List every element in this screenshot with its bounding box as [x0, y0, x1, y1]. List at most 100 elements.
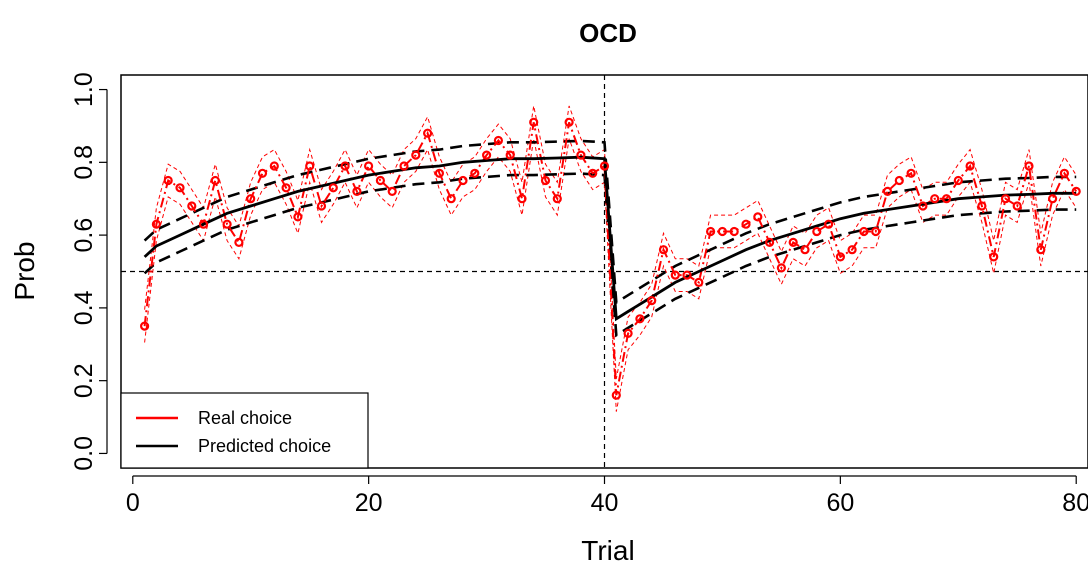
- real-choice-point: [871, 226, 881, 237]
- real-choice-point: [198, 219, 209, 229]
- y-tick-label: 1.0: [70, 72, 98, 107]
- real-choice-point: [187, 201, 197, 211]
- real-choice-point: [989, 252, 999, 262]
- real-choice-point: [482, 150, 492, 160]
- real-choice-point: [611, 390, 621, 400]
- real-choice-point: [257, 168, 268, 178]
- real-choice-point: [588, 168, 598, 178]
- real-choice-point: [882, 186, 893, 196]
- real-choice-point: [788, 237, 798, 247]
- real-choice-point: [776, 263, 787, 273]
- real-choice-point: [859, 226, 869, 237]
- real-choice-point: [1024, 161, 1034, 171]
- real-choice-point: [564, 117, 574, 127]
- real-choice-point: [658, 245, 669, 255]
- reference-lines: [121, 75, 1088, 468]
- real-choice-point: [835, 252, 846, 262]
- real-choice-point: [281, 183, 291, 193]
- legend-label-real-choice: Real choice: [198, 408, 292, 428]
- real-choice-point: [163, 175, 173, 186]
- real-choice-point: [234, 237, 244, 247]
- real-choice-points: [140, 117, 1081, 400]
- real-choice-point: [293, 212, 303, 222]
- real-choice-point: [764, 237, 775, 247]
- real-choice-point: [470, 168, 480, 178]
- real-choice-point: [1071, 186, 1081, 196]
- real-choice-lower-band: [144, 138, 1077, 412]
- real-choice-point: [977, 201, 987, 211]
- real-choice-point: [458, 175, 468, 186]
- x-tick-label: 80: [1062, 489, 1088, 517]
- real-choice-point: [906, 168, 916, 178]
- real-choice-point: [729, 226, 739, 237]
- real-choice-point: [222, 219, 232, 229]
- real-choice-point: [694, 277, 704, 287]
- real-choice-point: [800, 245, 810, 255]
- y-tick-label: 0.2: [70, 363, 98, 398]
- real-choice-point: [316, 201, 327, 211]
- real-choice-point: [387, 186, 397, 196]
- real-choice-point: [623, 328, 633, 338]
- real-choice-point: [269, 161, 279, 171]
- real-choice-point: [399, 161, 409, 171]
- x-axis: 0 20 40 60 80: [126, 475, 1088, 517]
- legend-label-predicted-choice: Predicted choice: [198, 436, 331, 456]
- real-choice-point: [411, 150, 421, 160]
- x-tick-label: 60: [826, 489, 854, 517]
- real-choice-point: [753, 212, 763, 222]
- real-choice-point: [540, 175, 551, 186]
- real-choice-point: [953, 175, 963, 186]
- real-choice-point: [446, 194, 456, 204]
- real-choice-point: [517, 194, 527, 204]
- real-choice-point: [812, 226, 822, 237]
- real-choice-point: [552, 194, 562, 204]
- y-tick-label: 0.0: [70, 436, 98, 471]
- predicted-choice-line: [143, 155, 1077, 322]
- real-choice-point: [941, 194, 952, 204]
- real-choice-point: [918, 201, 928, 211]
- y-tick-label: 0.6: [70, 218, 98, 253]
- real-choice-point: [305, 161, 315, 171]
- real-choice-point: [151, 219, 161, 229]
- real-choice-point: [352, 186, 362, 196]
- real-choice-point: [434, 168, 444, 178]
- x-tick-label: 20: [355, 489, 383, 517]
- real-choice-point: [1047, 194, 1058, 204]
- real-choice-point: [670, 270, 680, 280]
- real-choice-point: [894, 175, 904, 186]
- real-choice-point: [599, 161, 610, 171]
- y-tick-label: 0.4: [70, 290, 98, 325]
- real-choice-point: [140, 321, 150, 331]
- real-choice-point: [823, 219, 834, 229]
- y-axis: 0.0 0.2 0.4 0.6 0.8 1.0: [70, 72, 108, 471]
- real-choice-point: [682, 270, 692, 280]
- real-choice-point: [965, 161, 975, 171]
- real-choice-point: [375, 175, 385, 186]
- real-choice-point: [1036, 245, 1046, 255]
- real-choice-upper-band: [144, 105, 1077, 379]
- real-choice-point: [930, 194, 940, 204]
- real-choice-point: [1000, 194, 1011, 204]
- real-choice-point: [364, 161, 374, 171]
- real-choice-point: [328, 183, 338, 193]
- y-tick-label: 0.8: [70, 145, 98, 180]
- real-choice-point: [529, 117, 539, 127]
- real-choice-point: [635, 314, 645, 324]
- real-choice-point: [1059, 168, 1070, 178]
- real-choice-point: [741, 219, 751, 229]
- real-choice-point: [340, 161, 350, 171]
- real-choice-point: [647, 296, 657, 306]
- real-choice-point: [705, 226, 716, 237]
- confidence-bands: [143, 105, 1077, 412]
- real-choice-point: [423, 128, 433, 138]
- real-choice-line: [143, 121, 1078, 396]
- series-lines: [143, 121, 1078, 396]
- real-choice-point: [717, 226, 728, 237]
- real-choice-point: [505, 150, 515, 160]
- legend: Real choice Predicted choice: [120, 392, 369, 469]
- legend-box: [120, 392, 369, 469]
- real-choice-point: [847, 245, 857, 255]
- real-choice-point: [1012, 201, 1022, 211]
- real-choice-point: [246, 194, 256, 204]
